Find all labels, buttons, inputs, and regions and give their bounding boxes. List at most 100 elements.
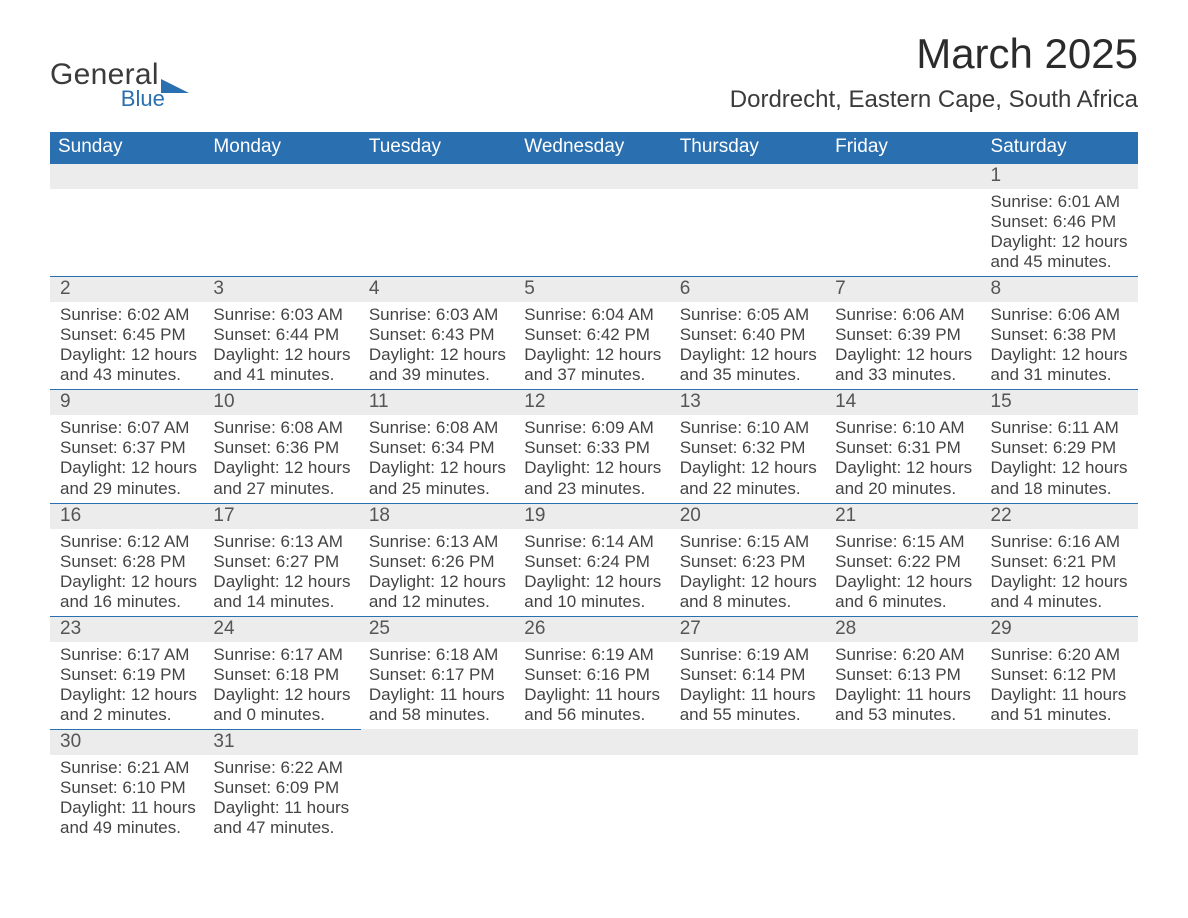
day-number: 16 xyxy=(60,505,81,526)
daynum-row: 23242526272829 xyxy=(50,616,1138,642)
day-number-cell: 28 xyxy=(827,616,982,642)
day-sunrise: Sunrise: 6:18 AM xyxy=(369,645,508,665)
day-daylight2: and 4 minutes. xyxy=(991,592,1130,612)
day-content-cell: Sunrise: 6:17 AMSunset: 6:18 PMDaylight:… xyxy=(205,642,360,730)
day-content-cell xyxy=(205,189,360,277)
day-daylight1: Daylight: 11 hours xyxy=(60,798,197,818)
day-sunset: Sunset: 6:42 PM xyxy=(524,325,663,345)
day-daylight2: and 45 minutes. xyxy=(991,252,1130,272)
day-content-cell xyxy=(50,189,205,277)
daycontent-row: Sunrise: 6:07 AMSunset: 6:37 PMDaylight:… xyxy=(50,415,1138,503)
day-number-cell: 10 xyxy=(205,390,360,416)
day-number-cell: 8 xyxy=(983,277,1138,303)
day-sunset: Sunset: 6:46 PM xyxy=(991,212,1130,232)
day-sunrise: Sunrise: 6:16 AM xyxy=(991,532,1130,552)
day-content-cell: Sunrise: 6:05 AMSunset: 6:40 PMDaylight:… xyxy=(672,302,827,390)
day-number-cell: 5 xyxy=(516,277,671,303)
day-sunset: Sunset: 6:39 PM xyxy=(835,325,974,345)
day-number: 10 xyxy=(213,391,234,412)
day-sunrise: Sunrise: 6:10 AM xyxy=(835,418,974,438)
day-number: 8 xyxy=(991,278,1002,299)
day-number-cell: 22 xyxy=(983,503,1138,529)
daynum-row: 16171819202122 xyxy=(50,503,1138,529)
day-daylight2: and 39 minutes. xyxy=(369,365,508,385)
day-sunrise: Sunrise: 6:05 AM xyxy=(680,305,819,325)
day-daylight1: Daylight: 12 hours xyxy=(991,345,1130,365)
day-sunset: Sunset: 6:22 PM xyxy=(835,552,974,572)
day-daylight1: Daylight: 12 hours xyxy=(835,572,974,592)
day-content-cell: Sunrise: 6:06 AMSunset: 6:39 PMDaylight:… xyxy=(827,302,982,390)
day-daylight2: and 8 minutes. xyxy=(680,592,819,612)
day-number-cell: 9 xyxy=(50,390,205,416)
day-content-cell xyxy=(672,189,827,277)
day-content-cell: Sunrise: 6:03 AMSunset: 6:44 PMDaylight:… xyxy=(205,302,360,390)
weekday-header: Sunday xyxy=(50,132,205,164)
day-sunrise: Sunrise: 6:19 AM xyxy=(524,645,663,665)
day-sunset: Sunset: 6:32 PM xyxy=(680,438,819,458)
day-daylight2: and 25 minutes. xyxy=(369,479,508,499)
day-daylight1: Daylight: 12 hours xyxy=(60,458,197,478)
day-content-cell xyxy=(516,189,671,277)
day-sunset: Sunset: 6:31 PM xyxy=(835,438,974,458)
day-sunset: Sunset: 6:12 PM xyxy=(991,665,1130,685)
day-number: 4 xyxy=(369,278,380,299)
day-daylight2: and 0 minutes. xyxy=(213,705,352,725)
day-number-cell xyxy=(50,164,205,189)
day-number: 7 xyxy=(835,278,846,299)
day-content-cell: Sunrise: 6:22 AMSunset: 6:09 PMDaylight:… xyxy=(205,755,360,842)
day-number-cell xyxy=(516,164,671,189)
day-number-cell: 19 xyxy=(516,503,671,529)
day-number: 14 xyxy=(835,391,856,412)
day-daylight1: Daylight: 12 hours xyxy=(835,458,974,478)
day-number-cell: 12 xyxy=(516,390,671,416)
day-number-cell xyxy=(672,729,827,755)
day-sunset: Sunset: 6:09 PM xyxy=(213,778,352,798)
day-content-cell: Sunrise: 6:02 AMSunset: 6:45 PMDaylight:… xyxy=(50,302,205,390)
day-number-cell: 23 xyxy=(50,616,205,642)
day-number: 17 xyxy=(213,505,234,526)
day-number-cell: 31 xyxy=(205,729,360,755)
day-daylight2: and 20 minutes. xyxy=(835,479,974,499)
day-daylight2: and 18 minutes. xyxy=(991,479,1130,499)
day-content-cell: Sunrise: 6:01 AMSunset: 6:46 PMDaylight:… xyxy=(983,189,1138,277)
day-daylight1: Daylight: 11 hours xyxy=(369,685,508,705)
day-number: 1 xyxy=(991,165,1002,186)
day-sunrise: Sunrise: 6:19 AM xyxy=(680,645,819,665)
day-sunrise: Sunrise: 6:15 AM xyxy=(835,532,974,552)
day-number: 13 xyxy=(680,391,701,412)
daynum-row: 30 31 xyxy=(50,729,1138,755)
day-number: 26 xyxy=(524,618,545,639)
day-number-cell: 2 xyxy=(50,277,205,303)
day-number-cell: 30 xyxy=(50,729,205,755)
day-sunrise: Sunrise: 6:04 AM xyxy=(524,305,663,325)
day-number-cell xyxy=(361,729,516,755)
day-content-cell: Sunrise: 6:09 AMSunset: 6:33 PMDaylight:… xyxy=(516,415,671,503)
day-sunset: Sunset: 6:19 PM xyxy=(60,665,197,685)
day-sunset: Sunset: 6:45 PM xyxy=(60,325,197,345)
day-daylight2: and 56 minutes. xyxy=(524,705,663,725)
page-subtitle: Dordrecht, Eastern Cape, South Africa xyxy=(730,86,1138,114)
day-number-cell: 16 xyxy=(50,503,205,529)
weekday-header: Saturday xyxy=(983,132,1138,164)
day-daylight1: Daylight: 12 hours xyxy=(60,345,197,365)
day-sunrise: Sunrise: 6:17 AM xyxy=(60,645,197,665)
day-daylight1: Daylight: 12 hours xyxy=(835,345,974,365)
day-daylight2: and 12 minutes. xyxy=(369,592,508,612)
day-content-cell xyxy=(361,755,516,842)
day-sunrise: Sunrise: 6:11 AM xyxy=(991,418,1130,438)
day-content-cell: Sunrise: 6:07 AMSunset: 6:37 PMDaylight:… xyxy=(50,415,205,503)
day-content-cell xyxy=(516,755,671,842)
day-sunset: Sunset: 6:21 PM xyxy=(991,552,1130,572)
day-content-cell: Sunrise: 6:20 AMSunset: 6:13 PMDaylight:… xyxy=(827,642,982,730)
day-number: 31 xyxy=(213,731,234,752)
day-sunset: Sunset: 6:33 PM xyxy=(524,438,663,458)
day-number: 5 xyxy=(524,278,535,299)
day-content-cell: Sunrise: 6:19 AMSunset: 6:14 PMDaylight:… xyxy=(672,642,827,730)
day-sunrise: Sunrise: 6:02 AM xyxy=(60,305,197,325)
day-sunset: Sunset: 6:13 PM xyxy=(835,665,974,685)
day-number-cell xyxy=(516,729,671,755)
day-number: 2 xyxy=(60,278,71,299)
day-number-cell: 11 xyxy=(361,390,516,416)
daycontent-row: Sunrise: 6:21 AMSunset: 6:10 PMDaylight:… xyxy=(50,755,1138,842)
day-content-cell: Sunrise: 6:15 AMSunset: 6:23 PMDaylight:… xyxy=(672,529,827,617)
